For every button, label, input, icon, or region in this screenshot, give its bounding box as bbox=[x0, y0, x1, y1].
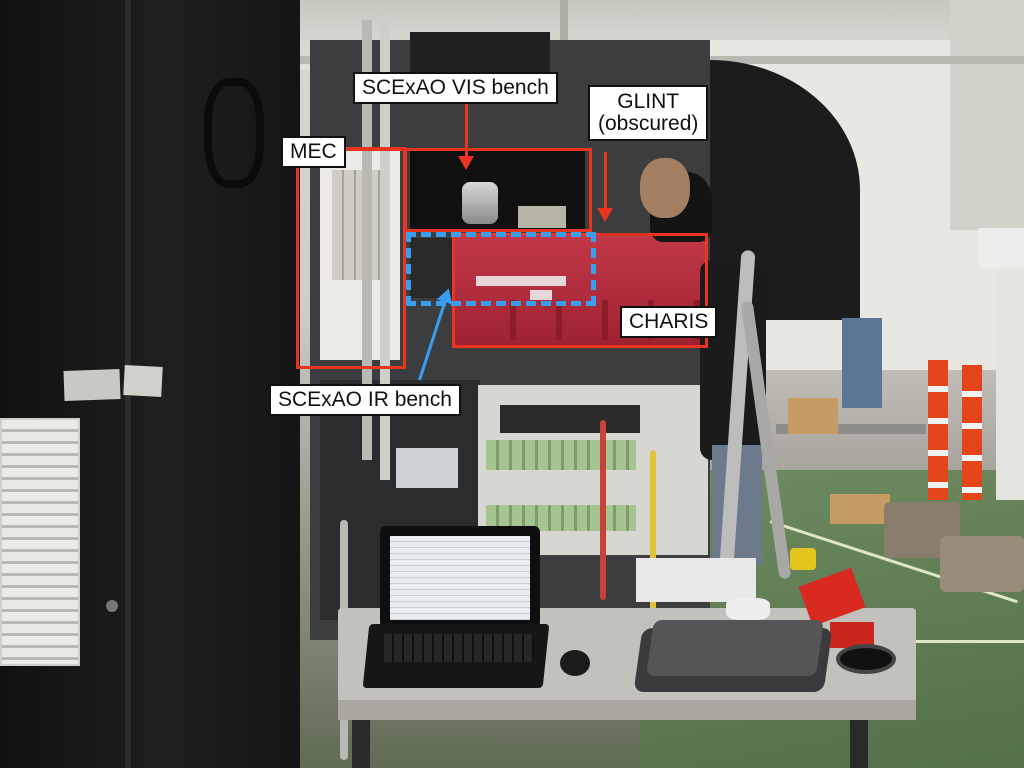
blue-stand bbox=[842, 318, 882, 408]
down-arrow-icon bbox=[458, 104, 474, 170]
laptop-lid bbox=[646, 620, 824, 676]
table-leg bbox=[850, 720, 868, 768]
cabinet-lock bbox=[106, 600, 118, 612]
label-charis: CHARIS bbox=[620, 306, 718, 339]
tape-strip bbox=[123, 365, 163, 397]
down-arrow-icon bbox=[597, 152, 613, 222]
cable-bundle bbox=[380, 20, 390, 480]
cable-coil bbox=[204, 78, 264, 188]
mec-highlight-box bbox=[296, 147, 406, 369]
electronics-unit bbox=[500, 405, 640, 433]
optical-component bbox=[518, 206, 566, 228]
cable-bundle bbox=[362, 20, 372, 460]
yellow-cable bbox=[650, 450, 656, 650]
storage-basket bbox=[940, 536, 1024, 592]
cabinet-vent bbox=[0, 418, 80, 666]
label-mec: MEC bbox=[281, 136, 346, 169]
label-glint-line2: (obscured) bbox=[598, 112, 699, 136]
label-glint: GLINT (obscured) bbox=[588, 85, 709, 142]
warning-box bbox=[830, 622, 874, 648]
cardboard-box bbox=[788, 398, 838, 434]
red-cable bbox=[600, 420, 606, 600]
label-glint-line1: GLINT bbox=[617, 90, 680, 113]
tape-roll bbox=[836, 644, 896, 674]
wall-panel bbox=[950, 0, 1024, 230]
connector-panel bbox=[486, 440, 636, 470]
white-device bbox=[636, 558, 756, 602]
mouse bbox=[560, 650, 590, 676]
charis-sticker bbox=[476, 276, 566, 286]
charis-sticker bbox=[530, 290, 552, 300]
optical-mount bbox=[462, 182, 498, 224]
table-edge bbox=[338, 700, 916, 720]
tape-strip bbox=[63, 369, 121, 401]
mec-connector-line bbox=[346, 148, 406, 151]
floor-marking bbox=[880, 640, 1024, 643]
tent bbox=[978, 228, 1024, 268]
equipment-cabinet-right bbox=[996, 270, 1024, 500]
traffic-delineator bbox=[962, 365, 982, 500]
laptop-screen bbox=[390, 536, 530, 620]
vis-bench-highlight-box bbox=[404, 148, 592, 232]
small-monitor bbox=[396, 448, 458, 488]
table-leg bbox=[352, 720, 370, 768]
laptop-keyboard bbox=[384, 634, 534, 662]
label-scexao-ir-bench: SCExAO IR bench bbox=[269, 384, 461, 417]
vertical-beam bbox=[560, 0, 568, 70]
ir-bench-highlight-box bbox=[406, 232, 596, 306]
mec-heatsink bbox=[332, 170, 382, 280]
yellow-tape bbox=[790, 548, 816, 570]
label-scexao-vis-bench: SCExAO VIS bench bbox=[353, 72, 558, 105]
cloth bbox=[726, 598, 770, 620]
cardboard-box bbox=[830, 494, 890, 524]
workbench bbox=[776, 424, 926, 434]
person-head bbox=[640, 158, 690, 218]
traffic-delineator bbox=[928, 360, 948, 500]
